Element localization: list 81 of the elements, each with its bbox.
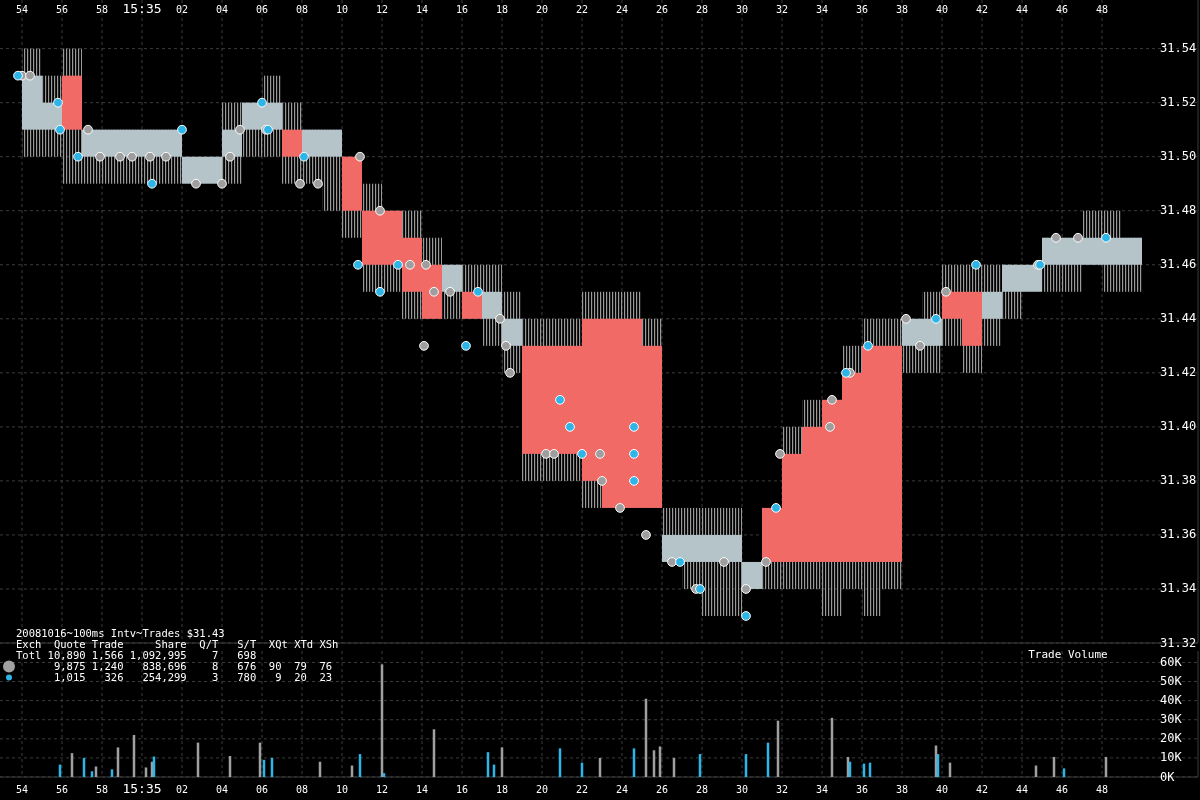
x-tick-label: 40: [935, 784, 949, 795]
x-tick-label: 46: [1055, 784, 1069, 795]
x-tick-label: 32: [775, 784, 789, 795]
chart-title: Trade Volume: [1028, 648, 1108, 661]
annotation: Exch Quote Trade Share Q/T S/T XQt XTd XSh: [16, 638, 339, 650]
x-tick-label: 20: [535, 784, 549, 795]
x-tick-label: 30: [735, 784, 749, 795]
x-tick-label: 36: [855, 784, 869, 795]
x-tick-label: 10: [335, 784, 349, 795]
x-tick-label: 12: [375, 4, 389, 15]
y-tick-label: 31.50: [1160, 149, 1197, 164]
x-tick-label: 04: [215, 4, 229, 15]
x-tick-label: 14: [415, 784, 429, 795]
x-tick-label: 38: [895, 784, 909, 795]
x-tick-label: 36: [855, 4, 869, 15]
y-tick-label: 31.32: [1160, 635, 1197, 650]
x-tick-label: 56: [55, 4, 69, 15]
x-tick-label: 22: [575, 4, 589, 15]
x-tick-label: 58: [95, 784, 109, 795]
x-tick-label: 32: [775, 4, 789, 15]
x-tick-label: 12: [375, 784, 389, 795]
x-tick-label: 48: [1095, 4, 1109, 15]
y-tick-label: 31.46: [1160, 257, 1197, 272]
x-tick-label: 48: [1095, 784, 1109, 795]
x-tick-label: 26: [655, 4, 669, 15]
x-tick-label: 28: [695, 784, 709, 795]
x-tick-label: 40: [935, 4, 949, 15]
y-tick-label: 0K: [1160, 769, 1176, 784]
x-tick-label: 28: [695, 4, 709, 15]
x-tick-label: 24: [615, 4, 629, 15]
y-tick-label: 20K: [1160, 731, 1183, 746]
x-tick-label: 54: [15, 4, 29, 15]
x-tick-label: 15:35: [122, 781, 162, 796]
x-tick-label: 46: [1055, 4, 1069, 15]
y-tick-label: 10K: [1160, 750, 1183, 765]
x-tick-label: 34: [815, 784, 829, 795]
x-tick-label: 16: [455, 784, 469, 795]
x-tick-label: 30: [735, 4, 749, 15]
x-tick-label: 22: [575, 784, 589, 795]
x-tick-label: 18: [495, 784, 509, 795]
x-tick-label: 16: [455, 4, 469, 15]
x-tick-label: 02: [175, 784, 189, 795]
y-tick-label: 31.52: [1160, 95, 1197, 110]
x-tick-label: 20: [535, 4, 549, 15]
y-tick-label: 31.44: [1160, 311, 1197, 326]
x-tick-label: 14: [415, 4, 429, 15]
x-tick-label: 42: [975, 784, 989, 795]
annotation: 1,015 326 254,299 3 780 9 20 23: [16, 671, 333, 683]
x-tick-label: 38: [895, 4, 909, 15]
x-tick-label: 34: [815, 4, 829, 15]
y-tick-label: 30K: [1160, 712, 1183, 727]
annotation: 20081016~100ms Intv~Trades $31.43: [16, 627, 225, 639]
y-tick-label: 31.38: [1160, 473, 1197, 488]
annotation: 9,875 1,240 838,696 8 676 90 79 76: [16, 660, 333, 672]
y-tick-label: 40K: [1160, 693, 1183, 708]
x-tick-label: 08: [295, 784, 309, 795]
x-tick-label: 06: [255, 4, 269, 15]
y-tick-label: 31.34: [1160, 581, 1197, 596]
x-tick-label: 18: [495, 4, 509, 15]
y-tick-label: 31.42: [1160, 365, 1197, 380]
y-tick-label: 31.40: [1160, 419, 1197, 434]
y-tick-label: 60K: [1160, 654, 1183, 669]
x-tick-label: 06: [255, 784, 269, 795]
x-tick-label: 42: [975, 4, 989, 15]
x-tick-label: 54: [15, 784, 29, 795]
x-tick-label: 56: [55, 784, 69, 795]
x-tick-label: 02: [175, 4, 189, 15]
x-tick-label: 44: [1015, 784, 1029, 795]
x-tick-label: 10: [335, 4, 349, 15]
y-tick-label: 50K: [1160, 674, 1183, 689]
y-tick-label: 31.54: [1160, 41, 1197, 56]
x-tick-label: 15:35: [122, 1, 162, 16]
x-tick-label: 08: [295, 4, 309, 15]
annotation: Totl 10,890 1,566 1,092,995 7 698: [16, 649, 257, 661]
x-tick-label: 26: [655, 784, 669, 795]
x-tick-label: 04: [215, 784, 229, 795]
x-tick-label: 58: [95, 4, 109, 15]
y-tick-label: 31.36: [1160, 527, 1197, 542]
x-tick-label: 24: [615, 784, 629, 795]
y-tick-label: 31.48: [1160, 203, 1197, 218]
x-tick-label: 44: [1015, 4, 1029, 15]
